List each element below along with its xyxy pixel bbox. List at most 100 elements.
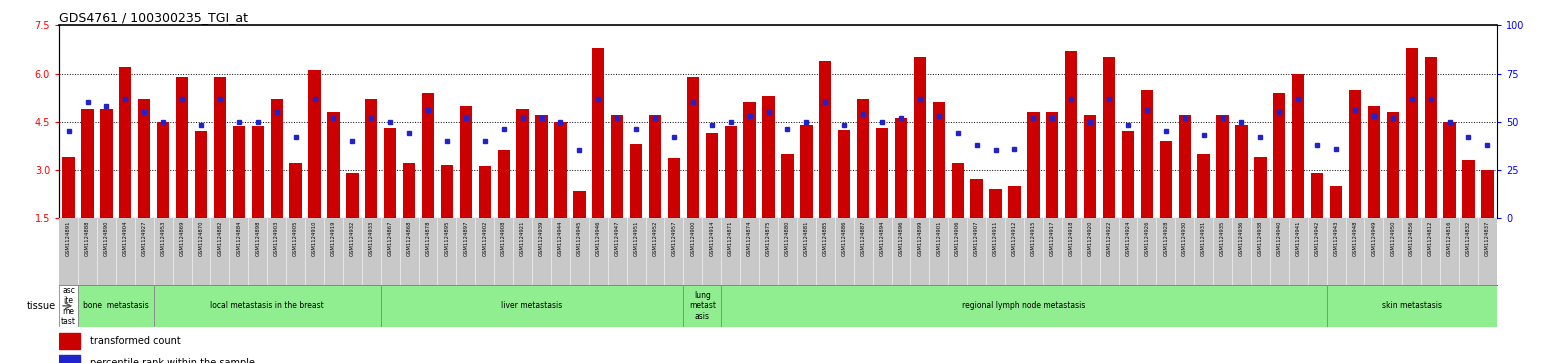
Bar	[1008, 186, 1021, 218]
Text: GSM1124911: GSM1124911	[993, 220, 997, 256]
Bar	[1085, 115, 1097, 218]
Bar	[517, 109, 529, 218]
Text: GSM1124881: GSM1124881	[804, 220, 809, 256]
Bar	[1481, 170, 1494, 218]
Text: tissue: tissue	[26, 301, 56, 311]
Bar	[744, 102, 756, 218]
Bar	[630, 144, 643, 218]
Text: GSM1124945: GSM1124945	[577, 220, 582, 256]
Text: GSM1124898: GSM1124898	[255, 220, 260, 256]
Bar	[381, 285, 683, 327]
Text: GSM1124856: GSM1124856	[1410, 220, 1414, 256]
Bar	[952, 163, 963, 218]
Text: GSM1124936: GSM1124936	[1239, 220, 1243, 256]
Bar	[62, 157, 75, 218]
Text: liver metastasis: liver metastasis	[501, 301, 563, 310]
Bar	[479, 167, 492, 218]
Text: GSM1124837: GSM1124837	[1484, 220, 1491, 256]
Text: GSM1124885: GSM1124885	[823, 220, 828, 256]
Bar	[384, 128, 397, 218]
Text: GSM1124927: GSM1124927	[142, 220, 146, 256]
Bar	[345, 173, 358, 218]
Text: GSM1124941: GSM1124941	[1296, 220, 1301, 256]
Bar	[422, 93, 434, 218]
Text: GSM1124890: GSM1124890	[104, 220, 109, 256]
Text: GSM1124896: GSM1124896	[898, 220, 904, 256]
Text: GSM1124942: GSM1124942	[1315, 220, 1319, 256]
Text: GSM1124949: GSM1124949	[1371, 220, 1377, 256]
Text: GSM1124880: GSM1124880	[784, 220, 790, 256]
Bar	[1141, 90, 1153, 218]
Text: regional lymph node metastasis: regional lymph node metastasis	[962, 301, 1086, 310]
Bar	[1463, 160, 1475, 218]
Bar	[176, 77, 188, 218]
Text: GSM1124897: GSM1124897	[464, 220, 468, 256]
Text: GSM1124816: GSM1124816	[1447, 220, 1452, 256]
Text: local metastasis in the breast: local metastasis in the breast	[210, 301, 324, 310]
Bar	[1235, 125, 1248, 218]
Text: GSM1124906: GSM1124906	[955, 220, 960, 256]
Text: GSM1124926: GSM1124926	[1144, 220, 1150, 256]
Bar	[895, 118, 907, 218]
Bar	[138, 99, 151, 218]
Text: GSM1124919: GSM1124919	[331, 220, 336, 256]
Bar	[233, 126, 244, 218]
Bar	[1046, 112, 1058, 218]
Text: GSM1124918: GSM1124918	[1069, 220, 1074, 256]
Text: GSM1124953: GSM1124953	[160, 220, 165, 256]
Text: GSM1124951: GSM1124951	[633, 220, 638, 256]
Text: GSM1124950: GSM1124950	[1391, 220, 1396, 256]
Text: transformed count: transformed count	[90, 336, 180, 346]
Bar	[971, 179, 983, 218]
Bar	[1424, 57, 1436, 218]
Text: GSM1124878: GSM1124878	[425, 220, 431, 256]
Text: GSM1124933: GSM1124933	[369, 220, 373, 256]
Bar	[800, 125, 812, 218]
Bar	[705, 133, 717, 218]
Text: GSM1124874: GSM1124874	[747, 220, 752, 256]
Bar	[913, 57, 926, 218]
Bar	[683, 285, 722, 327]
Text: GSM1124886: GSM1124886	[842, 220, 846, 256]
Text: GSM1124867: GSM1124867	[387, 220, 392, 256]
Text: GSM1124884: GSM1124884	[237, 220, 241, 256]
Text: GSM1124902: GSM1124902	[482, 220, 487, 256]
Text: GSM1124914: GSM1124914	[710, 220, 714, 256]
Bar	[59, 285, 78, 327]
Bar	[1273, 93, 1285, 218]
Bar	[213, 77, 226, 218]
Bar	[194, 131, 207, 218]
Bar	[839, 130, 851, 218]
Text: GSM1124910: GSM1124910	[313, 220, 317, 256]
Text: GSM1124869: GSM1124869	[179, 220, 185, 256]
Bar	[725, 126, 738, 218]
Text: GSM1124957: GSM1124957	[672, 220, 677, 256]
Text: GSM1124868: GSM1124868	[406, 220, 412, 256]
Text: GSM1124920: GSM1124920	[1088, 220, 1092, 256]
Text: GSM1124946: GSM1124946	[596, 220, 601, 256]
Bar	[59, 333, 79, 348]
Bar	[1349, 90, 1362, 218]
Text: GSM1124944: GSM1124944	[559, 220, 563, 256]
Bar	[1368, 106, 1380, 218]
Bar	[366, 99, 378, 218]
Text: GSM1124932: GSM1124932	[350, 220, 355, 256]
Bar	[1327, 285, 1497, 327]
Text: GSM1124891: GSM1124891	[65, 220, 72, 256]
Text: GSM1124912: GSM1124912	[1011, 220, 1018, 256]
Bar	[1386, 112, 1399, 218]
Bar	[100, 109, 112, 218]
Bar	[1291, 73, 1304, 218]
Bar	[1312, 173, 1323, 218]
Bar	[1330, 186, 1343, 218]
Bar	[818, 61, 831, 218]
Bar	[327, 112, 339, 218]
Text: GSM1124908: GSM1124908	[501, 220, 506, 256]
Bar	[990, 189, 1002, 218]
Bar	[1198, 154, 1211, 218]
Bar	[440, 165, 453, 218]
Text: GSM1124924: GSM1124924	[1125, 220, 1131, 256]
Bar	[649, 115, 661, 218]
Bar	[1159, 141, 1172, 218]
Bar	[554, 122, 566, 218]
